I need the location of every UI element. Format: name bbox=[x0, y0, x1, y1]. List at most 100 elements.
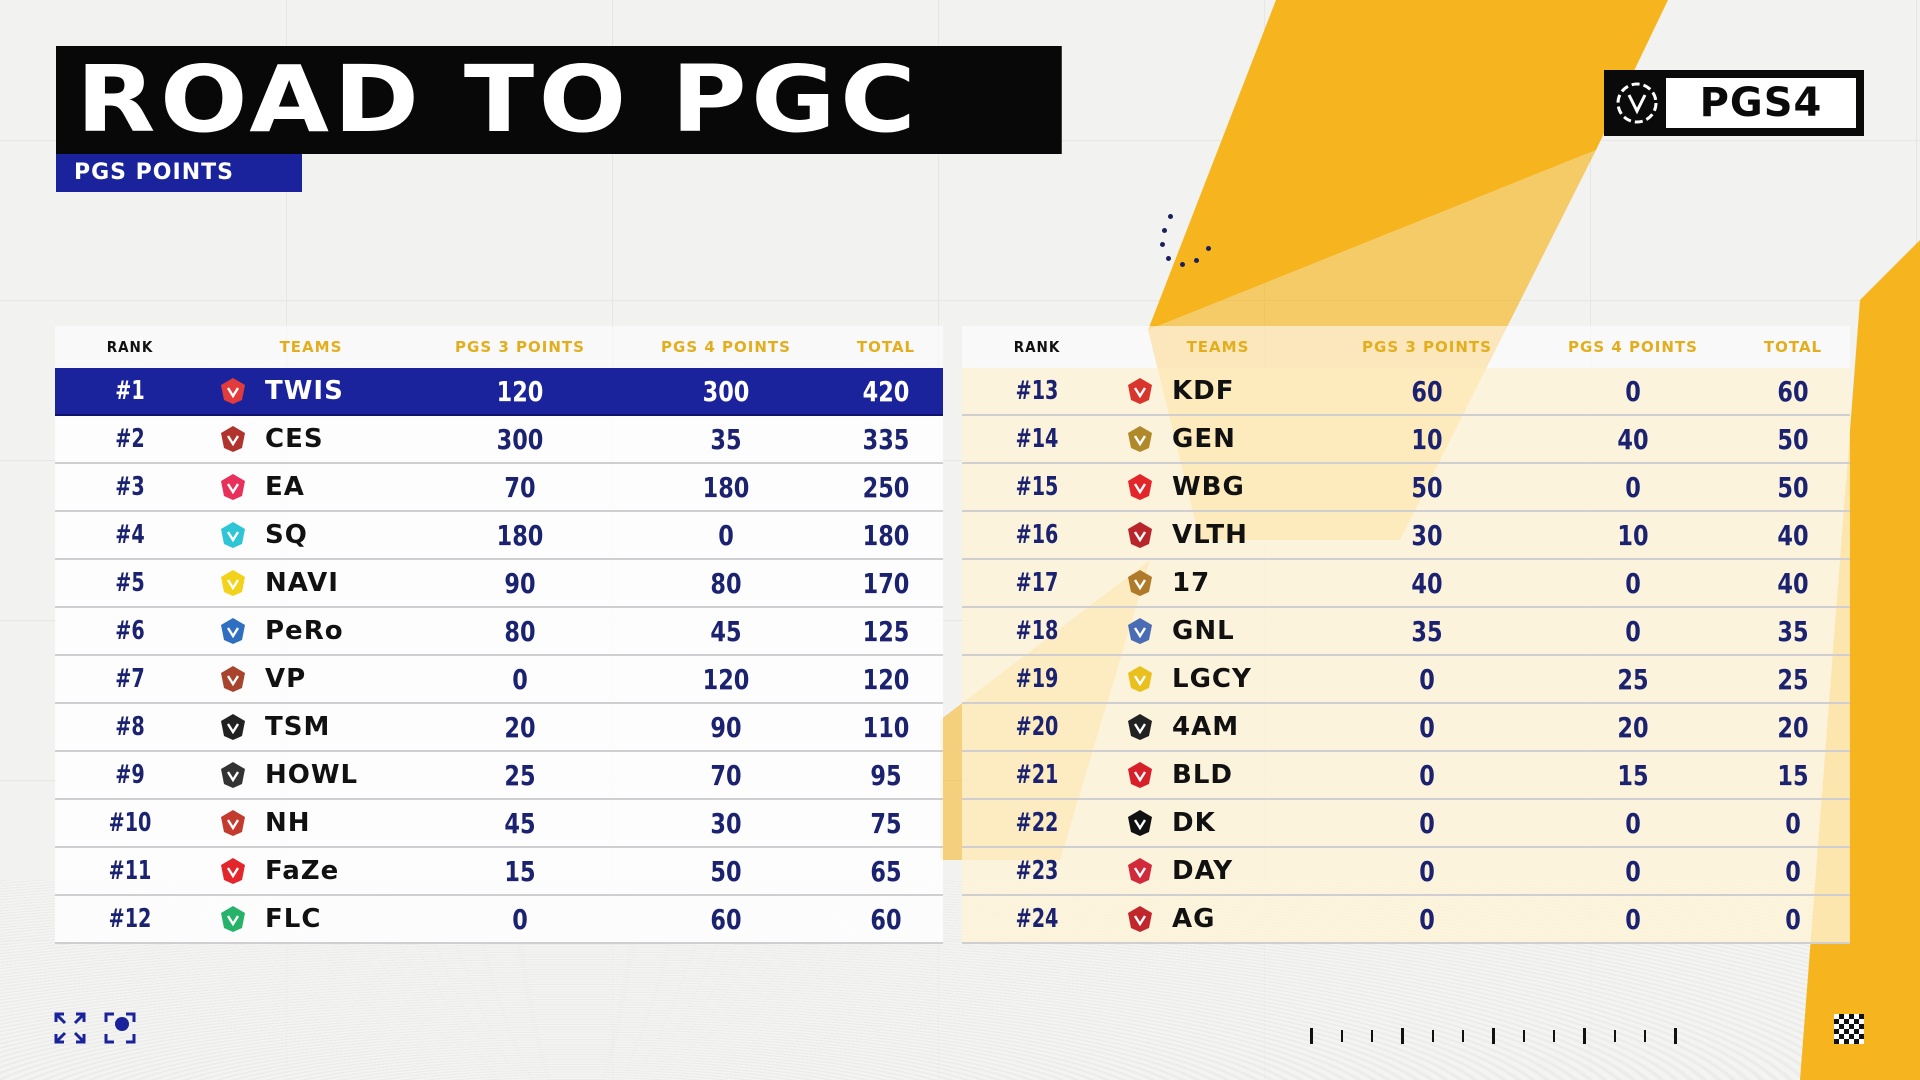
rank-cell: #18 bbox=[1015, 616, 1059, 646]
pgs4-points-cell: 0 bbox=[1625, 614, 1641, 648]
pgs3-points-cell: 0 bbox=[512, 902, 528, 936]
total-points-cell: 35 bbox=[1777, 614, 1809, 648]
rank-cell: #3 bbox=[115, 472, 145, 502]
rank-cell: #14 bbox=[1015, 424, 1059, 454]
header-total: TOTAL bbox=[1763, 338, 1823, 356]
total-points-cell: 0 bbox=[1785, 806, 1801, 840]
team-cell: FLC bbox=[205, 901, 417, 937]
table-row: #15 WBG 50 0 50 bbox=[962, 464, 1850, 512]
team-name: WBG bbox=[1172, 472, 1245, 502]
pgs4-points-cell: 30 bbox=[710, 806, 742, 840]
page-title: ROAD TO PGC bbox=[56, 46, 1062, 154]
4am-logo-icon bbox=[1122, 709, 1158, 745]
vp-logo-icon bbox=[215, 661, 251, 697]
header-pgs3: PGS 3 POINTS bbox=[455, 338, 585, 356]
pgs4-points-cell: 80 bbox=[710, 566, 742, 600]
rank-cell: #21 bbox=[1015, 760, 1059, 790]
pgs4-points-cell: 35 bbox=[710, 422, 742, 456]
team-name: TWIS bbox=[265, 376, 344, 406]
team-cell: DAY bbox=[1112, 853, 1324, 889]
team-name: BLD bbox=[1172, 760, 1233, 790]
table-row: #5 NAVI 90 80 170 bbox=[55, 560, 943, 608]
pgs3-points-cell: 35 bbox=[1411, 614, 1443, 648]
rank-cell: #23 bbox=[1015, 856, 1059, 886]
pgs3-points-cell: 0 bbox=[512, 662, 528, 696]
team-cell: VP bbox=[205, 661, 417, 697]
pgs4-points-cell: 25 bbox=[1617, 662, 1649, 696]
table-row: #6 PeRo 80 45 125 bbox=[55, 608, 943, 656]
pero-logo-icon bbox=[215, 613, 251, 649]
team-name: KDF bbox=[1172, 376, 1235, 406]
total-points-cell: 110 bbox=[862, 710, 910, 744]
total-points-cell: 125 bbox=[862, 614, 910, 648]
howl-logo-icon bbox=[215, 757, 251, 793]
header-rank: RANK bbox=[1013, 338, 1061, 356]
team-name: AG bbox=[1172, 904, 1216, 934]
gen-logo-icon bbox=[1122, 421, 1158, 457]
pgs3-points-cell: 0 bbox=[1419, 902, 1435, 936]
pgs3-points-cell: 60 bbox=[1411, 374, 1443, 408]
table-row: #11 FaZe 15 50 65 bbox=[55, 848, 943, 896]
nh-logo-icon bbox=[215, 805, 251, 841]
pgs4-points-cell: 120 bbox=[702, 662, 750, 696]
flc-logo-icon bbox=[215, 901, 251, 937]
team-name: NH bbox=[265, 808, 311, 838]
expand-icon[interactable] bbox=[54, 1012, 86, 1044]
total-points-cell: 95 bbox=[870, 758, 902, 792]
team-cell: NH bbox=[205, 805, 417, 841]
pgs4-points-cell: 0 bbox=[1625, 470, 1641, 504]
pgs4-points-cell: 0 bbox=[1625, 854, 1641, 888]
rank-cell: #4 bbox=[115, 520, 145, 550]
rank-cell: #9 bbox=[115, 760, 145, 790]
team-cell: PeRo bbox=[205, 613, 417, 649]
camera-icon[interactable] bbox=[104, 1012, 136, 1044]
pgs3-points-cell: 0 bbox=[1419, 662, 1435, 696]
table-row: #2 CES 300 35 335 bbox=[55, 416, 943, 464]
ces-logo-icon bbox=[215, 421, 251, 457]
team-name: DAY bbox=[1172, 856, 1234, 886]
total-points-cell: 15 bbox=[1777, 758, 1809, 792]
timeline-ticks bbox=[1310, 1028, 1677, 1044]
team-name: GEN bbox=[1172, 424, 1236, 454]
rank-cell: #12 bbox=[108, 904, 152, 934]
table-row: #1 TWIS 120 300 420 bbox=[55, 368, 943, 416]
header-pgs4: PGS 4 POINTS bbox=[661, 338, 791, 356]
brand-badge: PGS4 bbox=[1604, 70, 1864, 136]
team-name: LGCY bbox=[1172, 664, 1252, 694]
page-subtitle: PGS POINTS bbox=[56, 154, 302, 192]
total-points-cell: 40 bbox=[1777, 518, 1809, 552]
total-points-cell: 50 bbox=[1777, 470, 1809, 504]
pgs4-points-cell: 50 bbox=[710, 854, 742, 888]
faze-logo-icon bbox=[215, 853, 251, 889]
rank-cell: #19 bbox=[1015, 664, 1059, 694]
tsm-logo-icon bbox=[215, 709, 251, 745]
rank-cell: #2 bbox=[115, 424, 145, 454]
pgs4-points-cell: 0 bbox=[1625, 374, 1641, 408]
rank-cell: #5 bbox=[115, 568, 145, 598]
team-name: DK bbox=[1172, 808, 1216, 838]
rank-cell: #6 bbox=[115, 616, 145, 646]
team-cell: KDF bbox=[1112, 373, 1324, 409]
header-total: TOTAL bbox=[856, 338, 916, 356]
pgs4-points-cell: 300 bbox=[702, 374, 750, 408]
pgs4-points-cell: 180 bbox=[702, 470, 750, 504]
table-header: RANK TEAMS PGS 3 POINTS PGS 4 POINTS TOT… bbox=[55, 326, 943, 368]
table-row: #8 TSM 20 90 110 bbox=[55, 704, 943, 752]
footer-icons bbox=[54, 1012, 136, 1044]
pgs3-points-cell: 30 bbox=[1411, 518, 1443, 552]
pgs4-points-cell: 60 bbox=[710, 902, 742, 936]
table-row: #20 4AM 0 20 20 bbox=[962, 704, 1850, 752]
total-points-cell: 0 bbox=[1785, 902, 1801, 936]
team-name: 17 bbox=[1172, 568, 1211, 598]
table-row: #10 NH 45 30 75 bbox=[55, 800, 943, 848]
rank-cell: #17 bbox=[1015, 568, 1059, 598]
team-cell: SQ bbox=[205, 517, 417, 553]
team-name: VLTH bbox=[1172, 520, 1248, 550]
pgs3-points-cell: 0 bbox=[1419, 806, 1435, 840]
standings-table-left: RANK TEAMS PGS 3 POINTS PGS 4 POINTS TOT… bbox=[55, 326, 943, 944]
pgs3-points-cell: 70 bbox=[504, 470, 536, 504]
rank-cell: #22 bbox=[1015, 808, 1059, 838]
17-logo-icon bbox=[1122, 565, 1158, 601]
total-points-cell: 25 bbox=[1777, 662, 1809, 696]
bld-logo-icon bbox=[1122, 757, 1158, 793]
